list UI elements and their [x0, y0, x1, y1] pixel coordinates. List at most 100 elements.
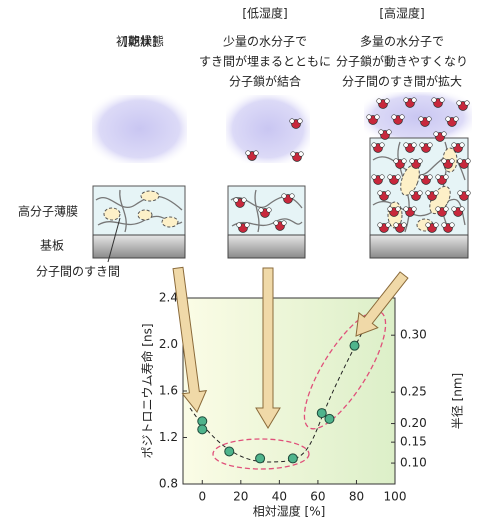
y2-tick-label: 0.30 — [400, 328, 427, 342]
hydrogen — [439, 97, 445, 103]
hydrogen — [376, 98, 382, 104]
hydrogen — [401, 222, 407, 228]
hydrogen — [244, 222, 250, 228]
water — [457, 158, 471, 169]
water — [419, 142, 433, 153]
y-tick-label: 0.8 — [159, 477, 178, 491]
hydrogen — [417, 190, 423, 196]
hydrogen — [395, 174, 401, 180]
hydrogen — [366, 114, 372, 120]
hydrogen — [385, 190, 391, 196]
water — [403, 206, 417, 217]
arrow — [172, 266, 208, 413]
water — [419, 174, 433, 185]
water — [245, 150, 259, 161]
x-tick-label: 40 — [272, 490, 287, 504]
substrate-label: 基板 — [40, 239, 64, 253]
hydrogen — [427, 142, 433, 148]
water — [393, 222, 407, 233]
water — [290, 151, 304, 162]
water — [425, 190, 439, 201]
hydrogen — [385, 222, 391, 228]
water — [435, 206, 449, 217]
water — [441, 158, 455, 169]
hydrogen — [441, 222, 447, 228]
x-tick-label: 20 — [233, 490, 248, 504]
hydrogen — [426, 116, 432, 122]
vapor — [92, 95, 187, 163]
column-tag: [乾燥] — [123, 35, 156, 49]
hydrogen — [289, 118, 295, 124]
hydrogen — [427, 174, 433, 180]
y2-axis-label: 半径 [nm] — [451, 373, 465, 429]
data-point — [324, 413, 335, 424]
water — [376, 98, 390, 109]
hydrogen — [387, 206, 393, 212]
hydrogen — [449, 222, 455, 228]
water — [273, 220, 287, 231]
hydrogen — [441, 131, 447, 137]
hydrogen — [433, 131, 439, 137]
hydrogen — [451, 142, 457, 148]
hydrogen — [378, 129, 384, 135]
y-tick-label: 2.0 — [159, 337, 178, 351]
hydrogen — [374, 114, 380, 120]
hydrogen — [431, 97, 437, 103]
hydrogen — [435, 206, 441, 212]
water — [403, 142, 417, 153]
x-axis-label: 相対湿度 [%] — [253, 504, 326, 519]
water — [289, 118, 303, 129]
water — [425, 222, 439, 233]
y-axis-label: ポジトロニウム寿命 [ns] — [140, 323, 155, 458]
hydrogen — [384, 98, 390, 104]
water — [409, 158, 423, 169]
hydrogen — [393, 158, 399, 164]
hydrogen — [457, 190, 463, 196]
film-label: 高分子薄膜 — [18, 204, 78, 219]
hydrogen — [391, 114, 397, 120]
hydrogen — [281, 193, 287, 199]
trend-guide — [189, 289, 387, 463]
x-tick-label: 100 — [384, 490, 407, 504]
hydrogen — [411, 97, 417, 103]
hydrogen — [403, 97, 409, 103]
column-text: 少量の水分子で — [223, 35, 307, 49]
hydrogen — [395, 206, 401, 212]
hydrogen — [403, 142, 409, 148]
water — [456, 100, 470, 111]
hydrogen — [297, 118, 303, 124]
water — [431, 97, 445, 108]
data-point — [287, 453, 298, 464]
water — [433, 131, 447, 142]
hydrogen — [266, 207, 272, 213]
hydrogen — [453, 116, 459, 122]
water — [366, 114, 380, 125]
hydrogen — [236, 222, 242, 228]
hydrogen — [464, 100, 470, 106]
hydrogen — [245, 150, 251, 156]
column-text: 分子間のすき間が拡大 — [342, 74, 462, 89]
hydrogen — [449, 158, 455, 164]
water — [451, 142, 465, 153]
vapor — [226, 95, 310, 163]
hydrogen — [393, 222, 399, 228]
y-tick-label: 1.6 — [159, 384, 178, 398]
hydrogen — [281, 220, 287, 226]
hydrogen — [399, 114, 405, 120]
hydrogen — [443, 206, 449, 212]
water — [377, 222, 391, 233]
column-text: 分子鎖が動きやすくなり — [336, 54, 468, 69]
water — [391, 114, 405, 125]
y-tick-label: 2.4 — [159, 291, 178, 305]
water — [371, 174, 385, 185]
substrate — [227, 234, 306, 259]
y-tick-label: 1.2 — [159, 430, 178, 444]
water-molecules — [233, 97, 471, 233]
gap-label: 分子間のすき間 — [36, 265, 120, 279]
hydrogen — [456, 100, 462, 106]
hydrogen — [445, 116, 451, 122]
water — [409, 190, 423, 201]
hydrogen — [425, 222, 431, 228]
x-tick-label: 80 — [349, 490, 364, 504]
